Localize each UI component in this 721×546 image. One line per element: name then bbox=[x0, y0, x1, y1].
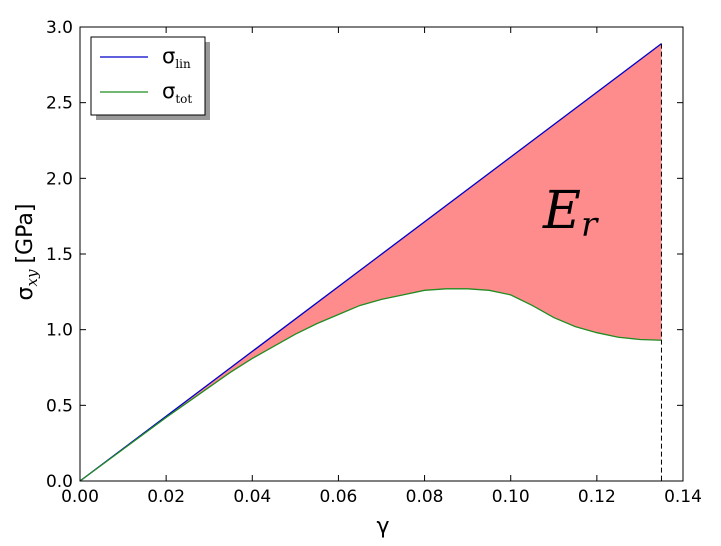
x-tick-label: 0.00 bbox=[61, 487, 99, 507]
y-tick-label: 0.0 bbox=[46, 472, 73, 492]
y-tick-label: 1.0 bbox=[46, 321, 73, 341]
y-axis-label: σxy [GPa] bbox=[13, 204, 41, 301]
legend-box bbox=[90, 36, 206, 116]
x-tick-label: 0.10 bbox=[492, 487, 530, 507]
y-axis-label-sub: xy bbox=[23, 269, 41, 286]
legend: σlin σtot bbox=[90, 36, 210, 120]
y-tick-label: 0.5 bbox=[46, 396, 73, 416]
x-tick-label: 0.04 bbox=[233, 487, 271, 507]
x-axis-label: γ bbox=[376, 514, 389, 539]
series-line-lin bbox=[79, 43, 662, 482]
y-tick-label: 2.5 bbox=[46, 94, 73, 114]
energy-annotation: Er bbox=[542, 181, 599, 245]
legend-entry-tot: σtot bbox=[162, 79, 192, 106]
y-tick-label: 2.0 bbox=[46, 169, 73, 189]
series-line-tot bbox=[79, 288, 662, 482]
annotation-main: E bbox=[542, 181, 581, 241]
legend-entry-lin: σlin bbox=[162, 44, 191, 71]
annotation-sub: r bbox=[581, 205, 599, 245]
y-axis-label-unit: [GPa] bbox=[13, 204, 38, 264]
x-tick-label: 0.08 bbox=[406, 487, 444, 507]
y-axis-label-symbol: σ bbox=[13, 286, 38, 300]
x-tick-label: 0.14 bbox=[664, 487, 702, 507]
y-tick-label: 3.0 bbox=[46, 18, 73, 38]
x-tick-label: 0.02 bbox=[147, 487, 185, 507]
x-tick-label: 0.06 bbox=[319, 487, 357, 507]
y-tick-label: 1.5 bbox=[46, 245, 73, 265]
x-tick-label: 0.12 bbox=[578, 487, 616, 507]
